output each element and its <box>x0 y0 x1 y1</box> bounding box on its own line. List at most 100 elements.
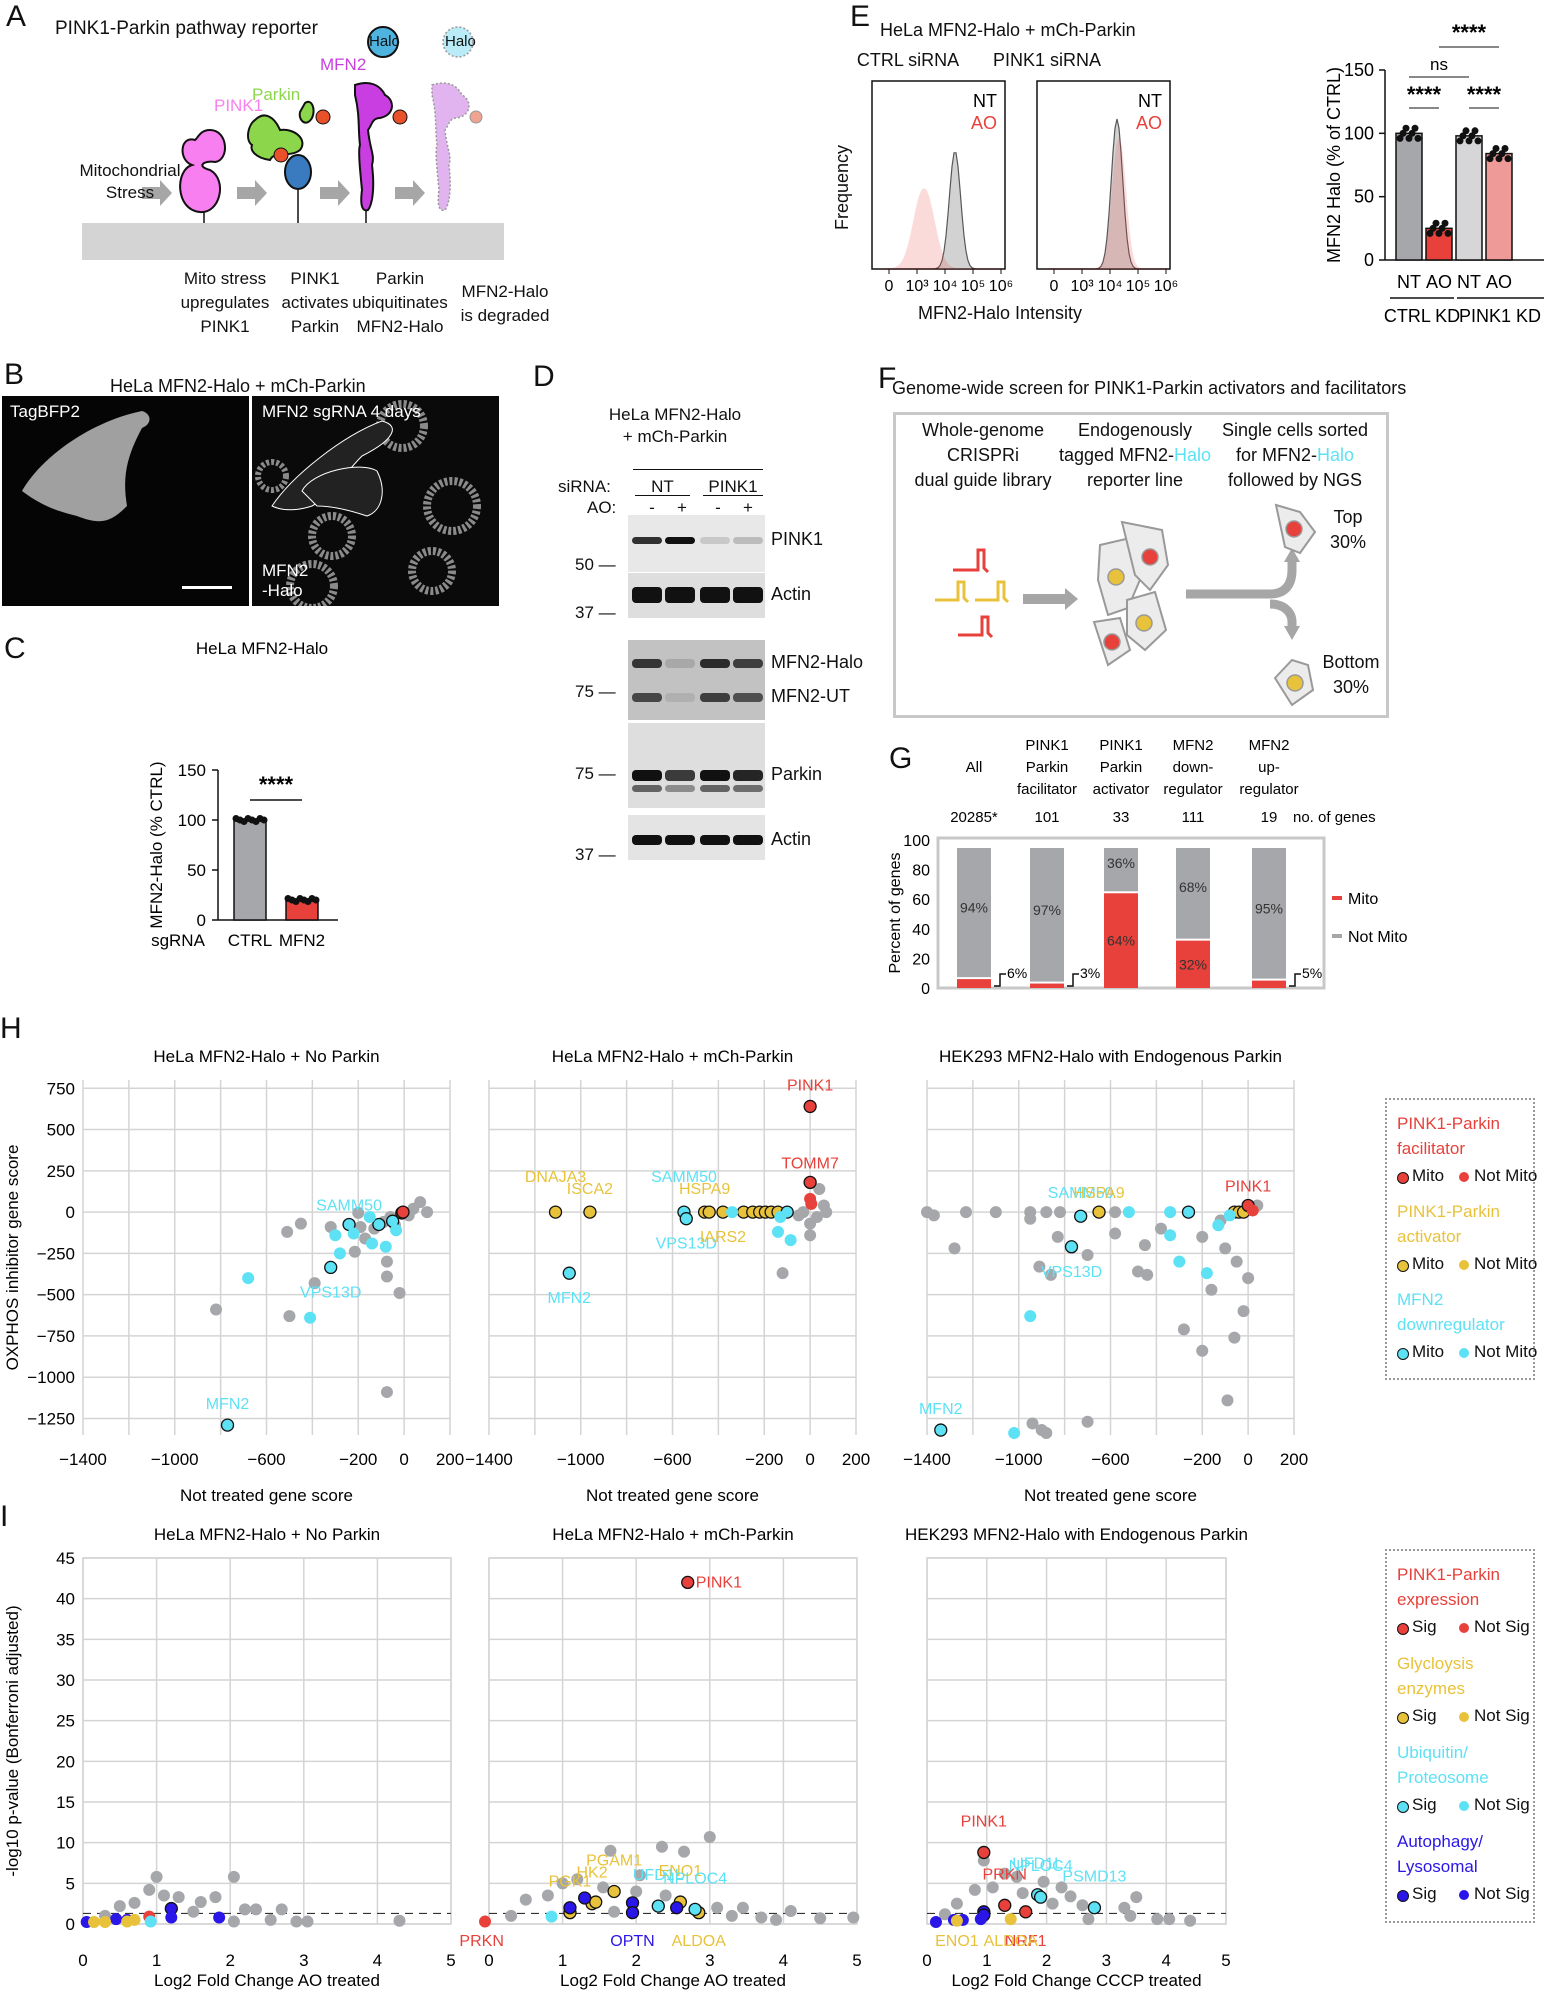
data-point-cyan <box>1087 1901 1102 1915</box>
gene-count: 101 <box>1034 809 1059 826</box>
x-tick-label: 200 <box>1280 1450 1308 1469</box>
data-point-gray <box>294 1217 307 1230</box>
blot-band <box>665 658 695 668</box>
intensity-label: MFN2-Halo Intensity <box>917 303 1083 323</box>
data-label: 95% <box>1255 900 1283 916</box>
x-tick-label: 2 <box>1042 1951 1051 1970</box>
plot-frame <box>82 1557 452 1925</box>
legend-outlined-dot-icon <box>1397 1348 1409 1360</box>
data-point-cyan <box>679 1212 693 1226</box>
data-point-yellow <box>702 1205 716 1219</box>
chart-title: HEK293 MFN2-Halo with Endogenous Parkin <box>905 1525 1248 1544</box>
data-point-gray <box>1141 1268 1154 1281</box>
significance: ns <box>1430 55 1448 74</box>
blot-band <box>733 769 763 781</box>
data-point-gray <box>249 1903 262 1916</box>
data-point-cyan <box>772 1225 785 1238</box>
data-point-gray <box>927 1209 940 1222</box>
data-point-cyan <box>562 1266 576 1280</box>
bar-mito <box>1176 940 1210 988</box>
label-parkin: Parkin <box>252 85 301 104</box>
gene-label: HSPA9 <box>679 1181 730 1198</box>
data-point-gray <box>1044 1268 1057 1281</box>
data-label: 94% <box>960 900 988 916</box>
degraded-mfn2-shape <box>431 82 470 212</box>
sirna-group-pink1: PINK1 <box>708 477 758 496</box>
ub-icon <box>392 109 408 125</box>
y-tick-label: 0 <box>921 981 930 998</box>
halo-icon <box>367 26 399 58</box>
data-point-gray <box>1124 1909 1137 1922</box>
gene-label: HK2 <box>576 1865 607 1882</box>
mw-marker: 37 — <box>575 603 616 622</box>
data-point-gray <box>711 1901 724 1914</box>
x-prefix: sgRNA <box>151 931 206 950</box>
data-point-cyan <box>545 1910 558 1923</box>
data-point <box>1456 137 1464 145</box>
y-tick-label: 10 <box>56 1834 75 1853</box>
gene-count-label: no. of genes <box>1293 809 1376 826</box>
category-label: activator <box>1093 781 1150 798</box>
x-tick-label: −1000 <box>995 1450 1043 1469</box>
legend-dot-icon <box>1459 1801 1469 1811</box>
blot-strip <box>628 640 765 720</box>
data-point-red <box>998 1898 1012 1912</box>
ao-histogram <box>1047 136 1167 270</box>
data-point-gray <box>1010 1870 1023 1883</box>
blot-strip <box>628 723 765 808</box>
gene-label: PINK1 <box>696 1574 742 1591</box>
label-tagbfp2: TagBFP2 <box>10 402 80 421</box>
receptor-shape <box>284 154 312 190</box>
data-point <box>1399 129 1407 137</box>
y-tick-label: 100 <box>1344 123 1374 143</box>
data-point-gray <box>948 1242 961 1255</box>
nt-histogram <box>882 152 1002 270</box>
divider <box>703 495 763 496</box>
blot-band <box>632 769 662 781</box>
blot-band <box>665 536 695 544</box>
category-label: regulator <box>1239 781 1298 798</box>
chart-g: 0 20 40 60 80 100 Percent of genes All 20285* 94%… <box>887 737 1408 998</box>
data-point-gray <box>1138 1239 1151 1252</box>
data-point <box>1414 134 1422 142</box>
data-point-cyan <box>651 1899 665 1913</box>
x-tick-label: 2 <box>631 1951 640 1970</box>
panel-label-b: B <box>4 358 25 391</box>
legend-item-label: Sig <box>1412 1617 1437 1636</box>
bar-mito <box>1030 983 1064 988</box>
arrow-icon <box>1023 588 1078 610</box>
legend-item-label: Not Mito <box>1474 1254 1538 1273</box>
data-point-gray <box>959 1206 972 1219</box>
legend-outlined-dot-icon <box>1397 1712 1409 1724</box>
gene-label: OPTN <box>610 1933 654 1950</box>
legend-outlined-dot-icon <box>1397 1890 1409 1902</box>
data-point-gray <box>1242 1272 1255 1285</box>
panel-label-i: I <box>0 1500 9 1533</box>
mw-marker: 75 — <box>575 764 616 783</box>
chart-h1: HeLa MFN2-Halo + No Parkin −1400 −1000 −600… <box>3 1047 464 1505</box>
data-point-cyan <box>372 1217 386 1232</box>
y-tick-label: 40 <box>912 922 930 939</box>
data-point-gray <box>725 1909 738 1922</box>
x-tick-label: 10⁶ <box>1154 278 1178 295</box>
blot-band <box>665 587 695 603</box>
data-point-gray <box>776 1267 789 1280</box>
blot-label: MFN2-Halo <box>771 652 864 672</box>
data-point-gray <box>811 1211 824 1224</box>
data-point-cyan <box>390 1224 403 1237</box>
y-tick-label: 250 <box>47 1162 75 1181</box>
legend-item-label: Not Sig <box>1474 1617 1530 1636</box>
x-axis-label: Not treated gene score <box>586 1486 759 1505</box>
y-tick-label: −750 <box>37 1327 75 1346</box>
y-tick-label: 45 <box>56 1549 75 1568</box>
y-tick-label: 20 <box>56 1752 75 1771</box>
bar <box>233 819 267 921</box>
gene-label: SAMM50 <box>651 1169 717 1186</box>
data-point-yellow <box>1092 1205 1106 1219</box>
y-tick-label: −1000 <box>27 1368 75 1387</box>
data-point-gray <box>630 1885 643 1898</box>
data-point <box>1411 124 1419 132</box>
gene-label: MFN2 <box>548 1290 592 1307</box>
data-point-gray <box>1109 1227 1122 1240</box>
